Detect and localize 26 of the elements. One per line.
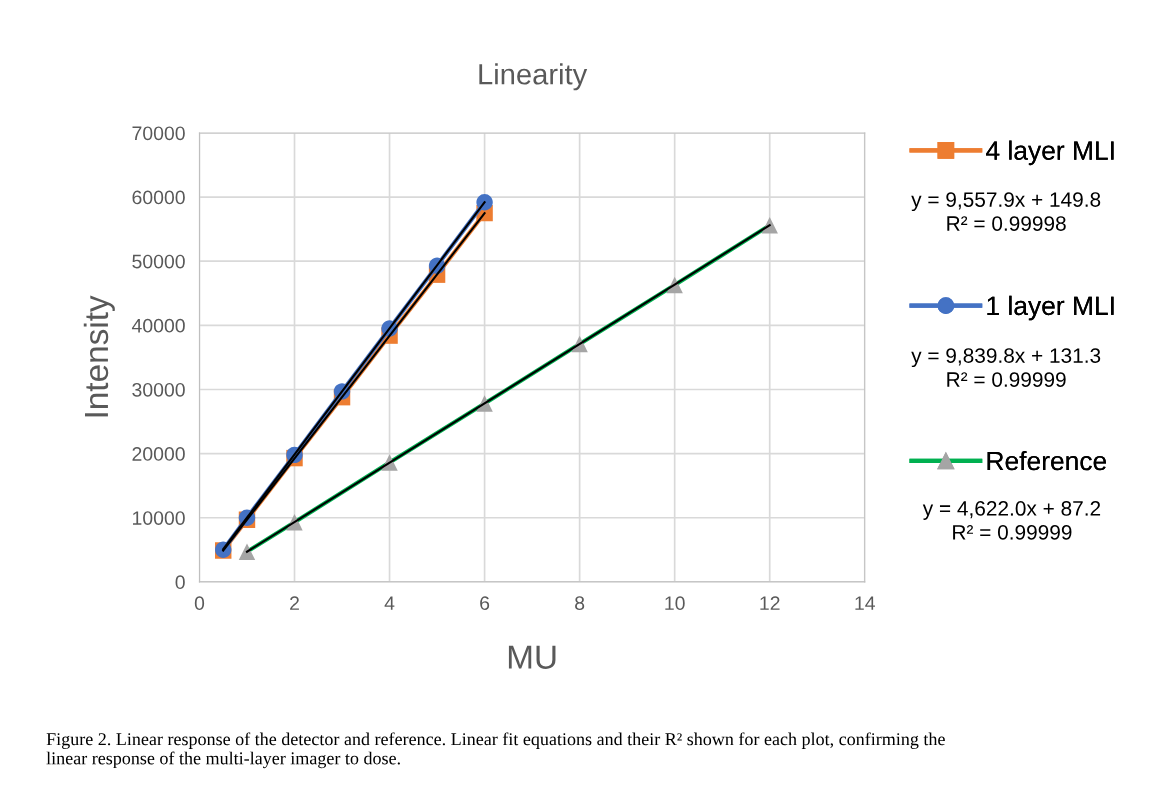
text: y = 9,557.9x + 149.8 R² = 0.99998 <box>911 192 1101 231</box>
y-tick-label: 40000 <box>131 318 185 333</box>
x-tick-label: 0 <box>194 596 205 611</box>
caption: Figure 2. Linear response of the detector and reference. Linear fit equations and their R² shown for each plot, confirming the linear response of the multi-layer imager to dose. <box>46 732 945 769</box>
y-tick-label: 60000 <box>132 190 185 205</box>
y-tick-label: 20000 <box>132 447 185 461</box>
legend-label: 4 layer MLI <box>986 140 1114 166</box>
y-tick-label: 70000 <box>132 126 185 141</box>
x-tick-label: 12 <box>760 596 780 610</box>
x-tick-label: 4 <box>384 596 395 610</box>
y-tick-label: 10000 <box>133 511 185 525</box>
text: y = 9,839.8x + 131.3 R² = 0.99999 <box>911 348 1101 387</box>
y-tick-label: 50000 <box>132 254 185 269</box>
legend-label: Reference <box>987 451 1107 471</box>
y-tick-label: 30000 <box>132 382 185 397</box>
x-tick-label: 6 <box>480 596 490 611</box>
x-tick-label: 14 <box>855 596 875 610</box>
y-axis-title: Intensity <box>83 295 115 417</box>
x-tick-label: 8 <box>575 596 585 611</box>
x-tick-label: 2 <box>290 596 299 610</box>
x-tick-label: 10 <box>665 596 685 611</box>
chart-title: Linearity <box>479 63 588 91</box>
y-tick-label: 0 <box>175 575 185 590</box>
text: y = 4,622.0x + 87.2 R² = 0.99999 <box>922 501 1101 540</box>
legend-label: 1 layer MLI <box>987 295 1114 321</box>
x-axis-title: MU <box>508 645 556 669</box>
